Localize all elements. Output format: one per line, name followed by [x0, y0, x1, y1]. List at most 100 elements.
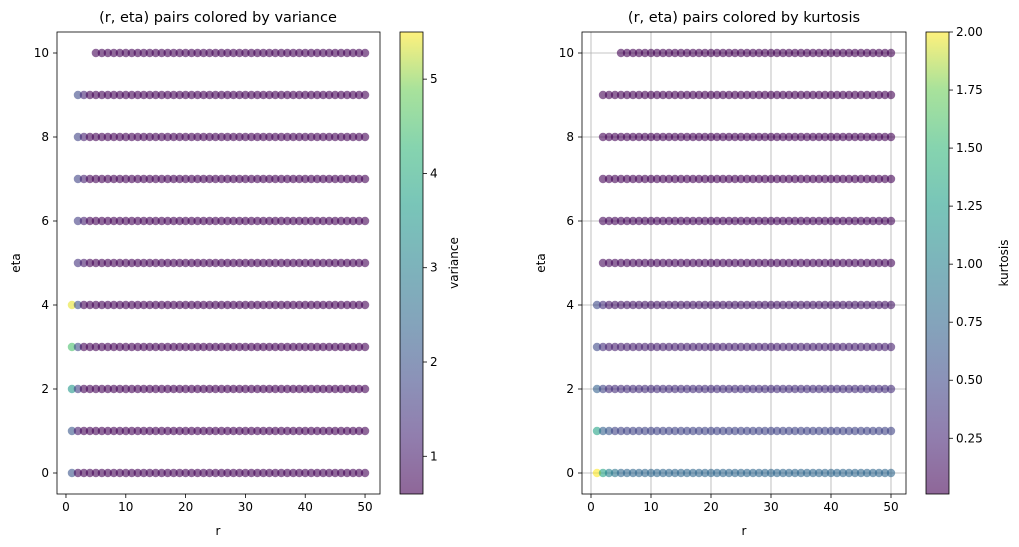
scatter-point: [175, 426, 184, 436]
scatter-point: [354, 258, 364, 268]
scatter-point: [229, 342, 238, 352]
scatter-point: [277, 300, 286, 310]
colorbar-tick-label: 1.50: [956, 141, 983, 155]
scatter-point: [874, 174, 884, 184]
scatter-point: [700, 426, 710, 436]
scatter-point: [145, 300, 154, 310]
scatter-point: [610, 384, 620, 394]
scatter-point: [187, 174, 196, 184]
scatter-point: [634, 90, 644, 100]
scatter-point: [330, 48, 340, 58]
scatter-point: [324, 258, 334, 268]
scatter-point: [283, 132, 292, 142]
scatter-point: [187, 468, 196, 478]
scatter-point: [127, 174, 136, 184]
scatter-point: [784, 426, 794, 436]
scatter-point: [97, 90, 107, 100]
scatter-point: [121, 384, 130, 394]
scatter-point: [157, 342, 166, 352]
scatter-point: [610, 258, 620, 268]
scatter-point: [718, 468, 728, 478]
scatter-point: [748, 342, 758, 352]
x-tick-label: 20: [178, 500, 193, 514]
scatter-point: [886, 132, 896, 142]
scatter-point: [724, 90, 734, 100]
scatter-point: [670, 300, 680, 310]
scatter-point: [229, 468, 238, 478]
scatter-point: [271, 384, 280, 394]
colorbar-tick-label: 2.00: [956, 25, 983, 39]
scatter-point: [109, 300, 119, 310]
scatter-point: [109, 468, 119, 478]
scatter-point: [736, 258, 746, 268]
scatter-point: [336, 300, 346, 310]
scatter-point: [324, 342, 334, 352]
y-tick-label: 2: [41, 382, 49, 396]
scatter-point: [79, 426, 89, 436]
scatter-point: [247, 132, 256, 142]
scatter-point: [826, 300, 836, 310]
scatter-point: [730, 174, 740, 184]
y-tick-label: 10: [559, 46, 574, 60]
scatter-point: [706, 48, 716, 58]
scatter-point: [766, 48, 776, 58]
scatter-point: [676, 426, 686, 436]
scatter-point: [874, 384, 884, 394]
scatter-point: [676, 384, 686, 394]
scatter-point: [253, 90, 262, 100]
scatter-point: [838, 90, 848, 100]
scatter-point: [610, 132, 620, 142]
scatter-point: [115, 468, 125, 478]
chart-variance: (r, eta) pairs colored by variance 0 10 20…: [9, 10, 461, 538]
scatter-point: [330, 300, 340, 310]
scatter-point: [133, 216, 142, 226]
scatter-point: [295, 90, 304, 100]
scatter-point: [862, 384, 872, 394]
scatter-point: [157, 468, 166, 478]
scatter-point: [169, 132, 178, 142]
scatter-point: [790, 132, 800, 142]
scatter-point: [318, 258, 328, 268]
scatter-point: [217, 90, 226, 100]
scatter-point: [598, 342, 608, 352]
scatter-point: [133, 384, 142, 394]
scatter-point: [181, 48, 190, 58]
scatter-point: [79, 216, 89, 226]
scatter-point: [348, 90, 358, 100]
scatter-point: [850, 426, 860, 436]
scatter-point: [247, 342, 256, 352]
scatter-point: [217, 174, 226, 184]
scatter-point: [760, 90, 770, 100]
scatter-point: [235, 468, 244, 478]
scatter-point: [169, 426, 178, 436]
scatter-point: [682, 132, 692, 142]
colorbar-tick-label: 3: [430, 261, 438, 275]
scatter-point: [151, 426, 160, 436]
scatter-point: [652, 258, 662, 268]
scatter-point: [277, 468, 286, 478]
scatter-point: [205, 48, 214, 58]
scatter-point: [616, 90, 626, 100]
scatter-point: [187, 48, 196, 58]
scatter-point: [694, 90, 704, 100]
scatter-point: [778, 300, 788, 310]
scatter-point: [324, 426, 334, 436]
scatter-point: [330, 258, 340, 268]
scatter-point: [856, 300, 866, 310]
y-tick-label: 2: [566, 382, 574, 396]
scatter-point: [706, 90, 716, 100]
scatter-point: [814, 48, 824, 58]
scatter-point: [283, 300, 292, 310]
scatter-point: [646, 216, 656, 226]
scatter-point: [664, 342, 674, 352]
scatter-point: [592, 342, 602, 352]
scatter-point: [808, 300, 818, 310]
scatter-point: [109, 342, 119, 352]
scatter-point: [598, 426, 608, 436]
scatter-point: [634, 426, 644, 436]
scatter-point: [778, 468, 788, 478]
scatter-point: [736, 216, 746, 226]
scatter-point: [730, 300, 740, 310]
scatter-point: [103, 468, 113, 478]
scatter-point: [289, 48, 298, 58]
